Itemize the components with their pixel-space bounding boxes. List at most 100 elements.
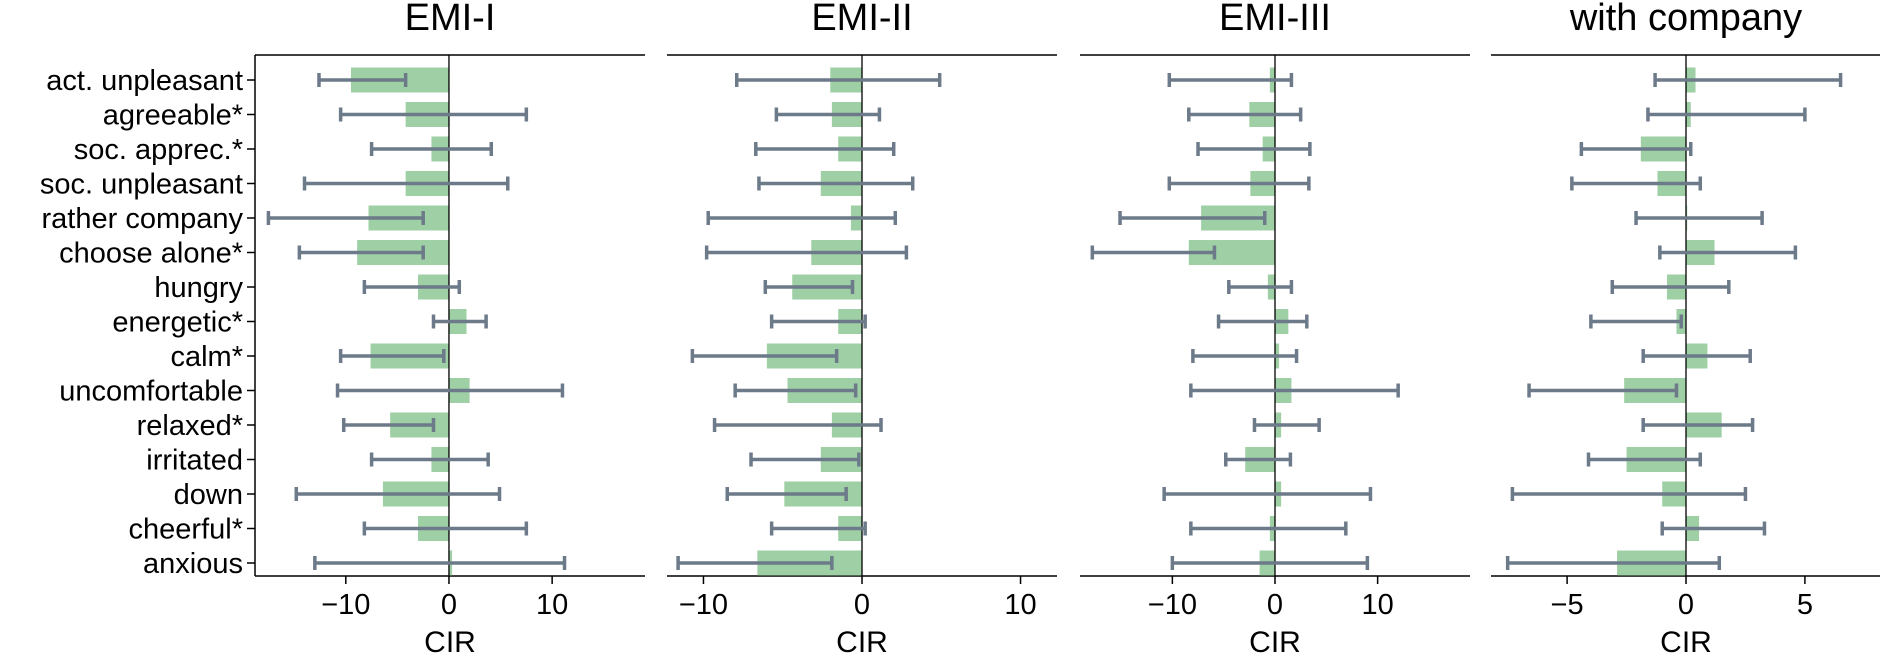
error-bar (1610, 280, 1731, 294)
error-bar (733, 383, 858, 398)
category-label: calm* (170, 341, 243, 373)
panel-title: EMI-II (811, 0, 912, 39)
category-label: hungry (154, 272, 243, 304)
error-bar (1118, 211, 1267, 225)
x-tick-label: 10 (1361, 589, 1393, 621)
error-bar (1187, 107, 1303, 122)
error-bar (1191, 349, 1299, 363)
error-bar (735, 73, 942, 87)
error-bar (1167, 73, 1294, 87)
error-bar (1527, 383, 1679, 398)
category-label: down (174, 479, 243, 511)
error-bar (1660, 521, 1767, 536)
category-label: energetic* (112, 307, 243, 339)
error-bar (341, 418, 436, 432)
category-label: rather company (42, 203, 244, 235)
error-bar (1653, 73, 1843, 87)
x-tick-label: −10 (321, 589, 370, 621)
error-bar (1589, 314, 1683, 329)
x-tick-label: 0 (854, 589, 870, 621)
error-bar (313, 556, 567, 570)
error-bar (769, 314, 867, 329)
error-bar (1090, 245, 1217, 260)
error-bar (1505, 556, 1722, 570)
category-label: agreeable* (103, 100, 243, 132)
category-label: act. unpleasant (46, 65, 243, 97)
error-bar (1579, 142, 1693, 156)
panel-title: EMI-III (1219, 0, 1331, 39)
error-bar (369, 142, 494, 156)
error-bar (712, 418, 883, 432)
error-bar (763, 280, 855, 294)
error-bar (362, 521, 529, 536)
error-bar (774, 107, 882, 122)
error-bar (1223, 452, 1293, 467)
category-label: soc. unpleasant (40, 169, 243, 201)
x-tick-label: 0 (1267, 589, 1283, 621)
error-bar (335, 383, 565, 398)
error-bar (1510, 487, 1748, 501)
error-bar (266, 211, 425, 225)
error-bar (769, 521, 867, 536)
error-bar (1634, 211, 1764, 225)
x-axis-title: CIR (1660, 626, 1712, 659)
category-label: relaxed* (137, 410, 243, 442)
category-label: choose alone* (59, 238, 243, 270)
x-tick-label: 0 (1678, 589, 1694, 621)
x-axis-title: CIR (1249, 626, 1301, 659)
x-tick-label: −5 (1551, 589, 1584, 621)
x-tick-label: −10 (1148, 589, 1197, 621)
error-bar (1196, 142, 1312, 156)
error-bar (338, 107, 529, 122)
panel-3: EMI-III −10 0 10 CIR (1080, 0, 1470, 659)
category-label: cheerful* (129, 514, 243, 546)
x-tick-label: 0 (441, 589, 457, 621)
error-bar (1162, 487, 1373, 501)
x-tick-label: 5 (1797, 589, 1813, 621)
error-bar (754, 142, 896, 156)
error-bar (757, 176, 915, 191)
category-label: uncomfortable (59, 376, 243, 408)
error-bar (1586, 452, 1703, 467)
error-bar (369, 452, 490, 467)
error-bar (690, 349, 839, 363)
category-label: soc. apprec.* (74, 134, 243, 166)
error-bar (1189, 521, 1348, 536)
error-bar (362, 280, 462, 294)
error-bar (706, 211, 898, 225)
error-bar (704, 245, 909, 260)
error-bar (1227, 280, 1294, 294)
x-tick-label: 10 (536, 589, 568, 621)
category-label: anxious (143, 548, 243, 580)
error-bar (725, 487, 848, 501)
error-bar (1641, 349, 1752, 363)
error-bar (1658, 245, 1798, 260)
error-bar (1189, 383, 1400, 398)
error-bar (294, 487, 502, 501)
error-bar (431, 314, 488, 329)
panel-4: with company −5 0 5 CIR (1491, 0, 1880, 659)
error-bar (1641, 418, 1755, 432)
x-tick-label: 10 (1004, 589, 1036, 621)
error-bar (1167, 176, 1311, 191)
error-bar (1252, 418, 1321, 432)
error-bar (338, 349, 446, 363)
panel-title: EMI-I (405, 0, 496, 39)
error-bar (1170, 556, 1370, 570)
error-bar (749, 452, 861, 467)
panel-title: with company (1569, 0, 1802, 39)
panel-2: EMI-II −10 0 10 CIR (667, 0, 1057, 659)
error-bar (1646, 107, 1807, 122)
error-bar (676, 556, 834, 570)
x-tick-label: −10 (679, 589, 728, 621)
error-bar (317, 73, 408, 87)
x-axis-title: CIR (424, 626, 476, 659)
error-bar (1216, 314, 1309, 329)
category-label: irritated (146, 445, 243, 477)
error-bar (297, 245, 425, 260)
error-bar (302, 176, 510, 191)
x-axis-title: CIR (836, 626, 888, 659)
error-bar (1570, 176, 1703, 191)
